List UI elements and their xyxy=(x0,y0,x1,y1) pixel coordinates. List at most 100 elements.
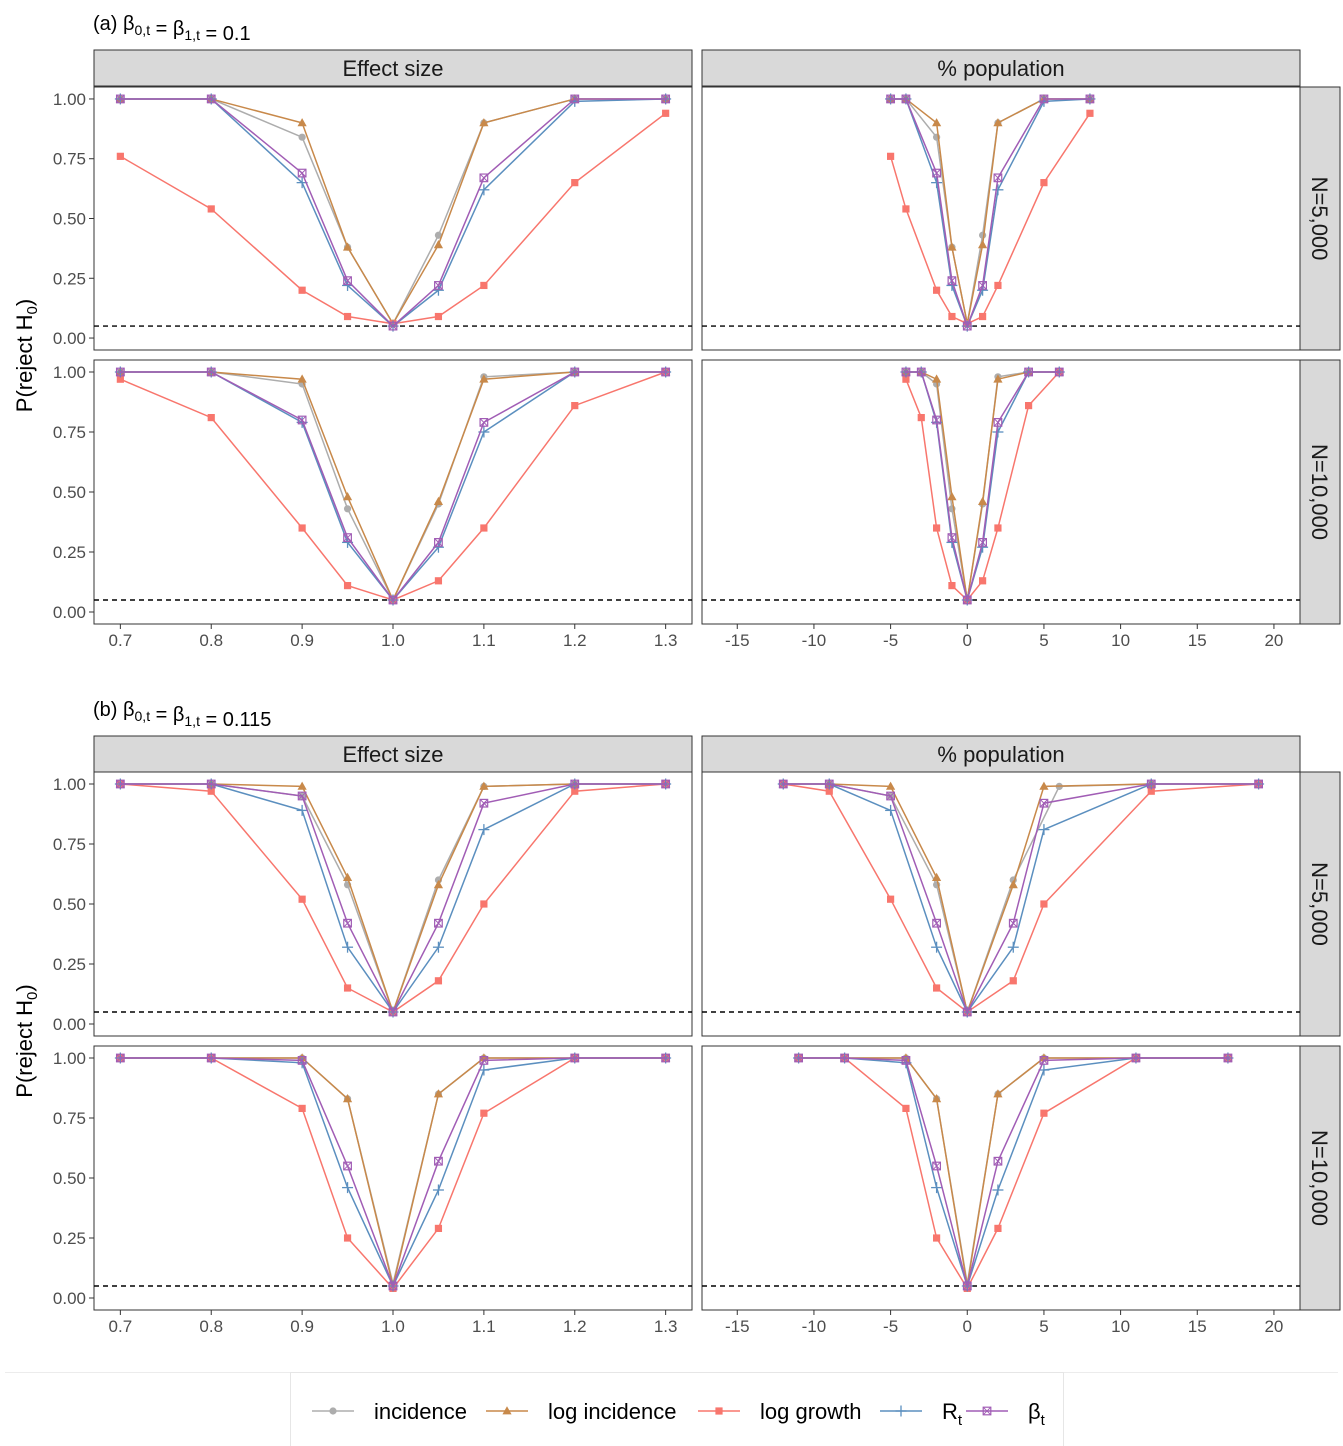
y-tick-label: 0.50 xyxy=(53,1169,86,1188)
data-point xyxy=(1131,1053,1141,1063)
panel-population-n5000 xyxy=(701,86,1301,351)
x-tick-label: -5 xyxy=(883,631,898,650)
x-tick-label: 0 xyxy=(963,631,972,650)
data-point xyxy=(298,1104,306,1112)
facet-strip-label: Effect size xyxy=(342,742,443,767)
legend-label: log growth xyxy=(760,1399,862,1424)
facet-strip-label: % population xyxy=(937,742,1064,767)
data-point xyxy=(948,312,956,321)
data-point xyxy=(887,895,895,903)
data-point xyxy=(297,1055,307,1065)
facet-strip-label: Effect size xyxy=(342,56,443,81)
legend: incidence log incidence log growth Rt βt xyxy=(312,1399,1046,1429)
data-point xyxy=(992,426,1004,438)
data-point xyxy=(480,281,488,290)
data-point xyxy=(979,231,987,239)
data-point xyxy=(388,1281,398,1291)
data-point xyxy=(992,184,1004,196)
data-point xyxy=(1008,918,1018,928)
x-tick-label: 1.0 xyxy=(381,631,405,650)
data-point xyxy=(434,231,443,239)
data-point xyxy=(932,374,942,383)
data-point xyxy=(115,94,125,104)
data-point xyxy=(902,1104,910,1112)
data-point xyxy=(432,284,444,296)
data-point xyxy=(979,577,987,585)
panel-effect-n5000 xyxy=(93,771,693,1037)
data-point xyxy=(343,312,352,321)
data-point xyxy=(932,1161,941,1171)
facet-row-label: N=10,000 xyxy=(1307,1130,1332,1226)
series-beta-t xyxy=(115,779,671,1017)
data-point xyxy=(932,168,941,178)
data-point xyxy=(993,374,1003,383)
data-point xyxy=(298,524,306,532)
facet-row-strip xyxy=(1299,86,1341,351)
data-point xyxy=(115,367,125,377)
y-tick-label: 1.00 xyxy=(53,1049,86,1068)
y-tick-label: 0.25 xyxy=(53,955,86,974)
data-point xyxy=(962,1281,972,1291)
x-tick-label: 10 xyxy=(1111,631,1130,650)
panel-border xyxy=(701,86,1301,351)
facet-row-strip xyxy=(1299,1045,1341,1311)
series-beta-t xyxy=(115,94,671,331)
chart-block-a: (a) β0,t = β1,t = 0.1 Effect size % popula… xyxy=(12,13,1341,650)
data-point xyxy=(479,374,489,383)
data-point xyxy=(902,375,910,383)
y-tick-label: 0.75 xyxy=(53,423,86,442)
legend-item-Rt: Rt xyxy=(880,1399,963,1429)
data-point xyxy=(932,1094,942,1103)
data-point xyxy=(296,804,308,816)
data-point xyxy=(478,184,490,196)
data-point xyxy=(1039,781,1049,790)
data-point xyxy=(116,152,124,160)
data-point xyxy=(480,1109,488,1117)
data-point xyxy=(1038,824,1050,836)
data-point xyxy=(343,1161,352,1171)
data-point xyxy=(298,133,306,141)
data-point xyxy=(1254,779,1264,789)
legend-label: incidence xyxy=(374,1399,467,1424)
x-tick-label: 0.9 xyxy=(290,1317,314,1336)
data-point xyxy=(993,118,1003,127)
data-point xyxy=(1040,179,1048,187)
legend-item-log-growth: log growth xyxy=(698,1399,862,1424)
data-point xyxy=(1223,1053,1233,1063)
data-point xyxy=(933,286,941,294)
facet-strip-population xyxy=(701,49,1301,87)
data-point xyxy=(886,94,895,104)
y-tick-label: 0.25 xyxy=(53,1229,86,1248)
data-point xyxy=(1024,367,1034,377)
data-point xyxy=(932,872,942,881)
data-point xyxy=(947,533,957,542)
data-point xyxy=(886,781,896,790)
data-point xyxy=(979,312,987,321)
legend-box xyxy=(290,1372,1064,1446)
y-tick-label: 1.00 xyxy=(53,775,86,794)
panel-border xyxy=(701,359,1301,625)
data-point xyxy=(115,1053,125,1063)
data-point xyxy=(1009,977,1017,985)
data-point xyxy=(207,414,215,422)
data-point xyxy=(993,173,1003,183)
data-point xyxy=(661,1053,671,1063)
data-point xyxy=(1039,798,1049,808)
x-tick-label: 0 xyxy=(963,1317,972,1336)
data-point xyxy=(1146,779,1156,789)
data-point xyxy=(570,367,580,377)
facet-strip-label: % population xyxy=(937,56,1064,81)
data-point xyxy=(901,367,911,377)
panel-border xyxy=(93,359,693,625)
data-point xyxy=(206,779,216,789)
y-tick-label: 0.50 xyxy=(53,210,86,229)
block-title: (a) β0,t = β1,t = 0.1 xyxy=(93,13,251,45)
data-point xyxy=(917,414,925,422)
data-point xyxy=(916,367,926,377)
data-point xyxy=(388,1007,398,1017)
legend-label: Rt xyxy=(942,1399,963,1429)
data-point xyxy=(992,1184,1004,1196)
y-tick-label: 0.00 xyxy=(53,603,86,622)
x-tick-label: 15 xyxy=(1188,631,1207,650)
data-point xyxy=(978,281,987,290)
